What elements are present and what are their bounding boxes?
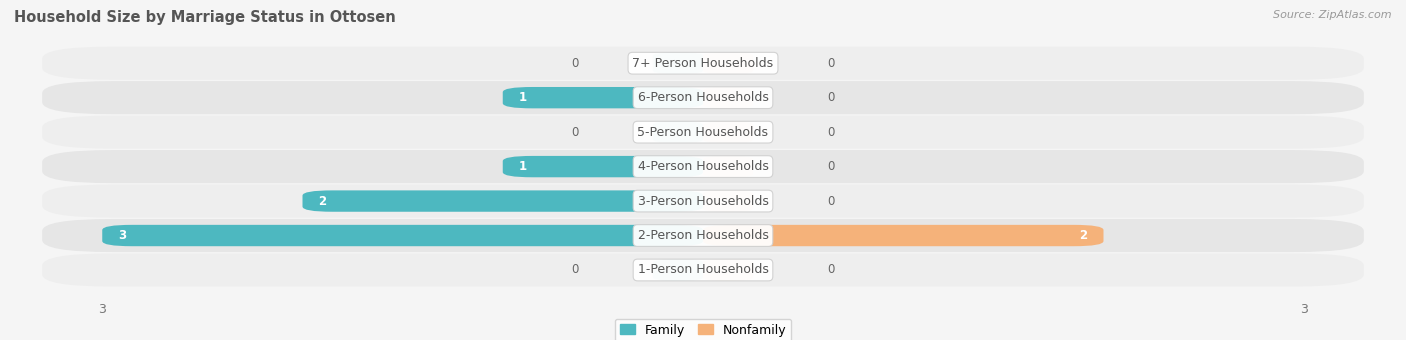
FancyBboxPatch shape bbox=[652, 52, 703, 74]
FancyBboxPatch shape bbox=[42, 185, 1364, 218]
Text: 4-Person Households: 4-Person Households bbox=[637, 160, 769, 173]
FancyBboxPatch shape bbox=[703, 87, 754, 108]
FancyBboxPatch shape bbox=[703, 225, 1104, 246]
FancyBboxPatch shape bbox=[703, 52, 754, 74]
FancyBboxPatch shape bbox=[42, 219, 1364, 252]
Text: Household Size by Marriage Status in Ottosen: Household Size by Marriage Status in Ott… bbox=[14, 10, 396, 25]
Text: Source: ZipAtlas.com: Source: ZipAtlas.com bbox=[1274, 10, 1392, 20]
FancyBboxPatch shape bbox=[703, 259, 754, 281]
Text: 2: 2 bbox=[319, 194, 326, 207]
FancyBboxPatch shape bbox=[302, 190, 703, 212]
Text: 1: 1 bbox=[519, 91, 527, 104]
FancyBboxPatch shape bbox=[42, 253, 1364, 287]
FancyBboxPatch shape bbox=[503, 87, 703, 108]
Text: 5-Person Households: 5-Person Households bbox=[637, 126, 769, 139]
FancyBboxPatch shape bbox=[42, 116, 1364, 149]
FancyBboxPatch shape bbox=[703, 190, 754, 212]
Text: 2: 2 bbox=[1080, 229, 1087, 242]
FancyBboxPatch shape bbox=[652, 259, 703, 281]
Text: 0: 0 bbox=[827, 126, 835, 139]
Text: 0: 0 bbox=[827, 57, 835, 70]
Legend: Family, Nonfamily: Family, Nonfamily bbox=[614, 319, 792, 340]
FancyBboxPatch shape bbox=[652, 121, 703, 143]
FancyBboxPatch shape bbox=[703, 121, 754, 143]
Text: 0: 0 bbox=[827, 194, 835, 207]
FancyBboxPatch shape bbox=[42, 47, 1364, 80]
Text: 0: 0 bbox=[827, 91, 835, 104]
FancyBboxPatch shape bbox=[503, 156, 703, 177]
FancyBboxPatch shape bbox=[703, 156, 754, 177]
Text: 0: 0 bbox=[571, 57, 579, 70]
Text: 0: 0 bbox=[827, 160, 835, 173]
Text: 0: 0 bbox=[571, 264, 579, 276]
Text: 7+ Person Households: 7+ Person Households bbox=[633, 57, 773, 70]
FancyBboxPatch shape bbox=[42, 150, 1364, 183]
Text: 1: 1 bbox=[519, 160, 527, 173]
FancyBboxPatch shape bbox=[103, 225, 703, 246]
Text: 2-Person Households: 2-Person Households bbox=[637, 229, 769, 242]
Text: 1-Person Households: 1-Person Households bbox=[637, 264, 769, 276]
Text: 3-Person Households: 3-Person Households bbox=[637, 194, 769, 207]
Text: 6-Person Households: 6-Person Households bbox=[637, 91, 769, 104]
FancyBboxPatch shape bbox=[42, 81, 1364, 114]
Text: 0: 0 bbox=[571, 126, 579, 139]
Text: 3: 3 bbox=[118, 229, 127, 242]
Text: 0: 0 bbox=[827, 264, 835, 276]
